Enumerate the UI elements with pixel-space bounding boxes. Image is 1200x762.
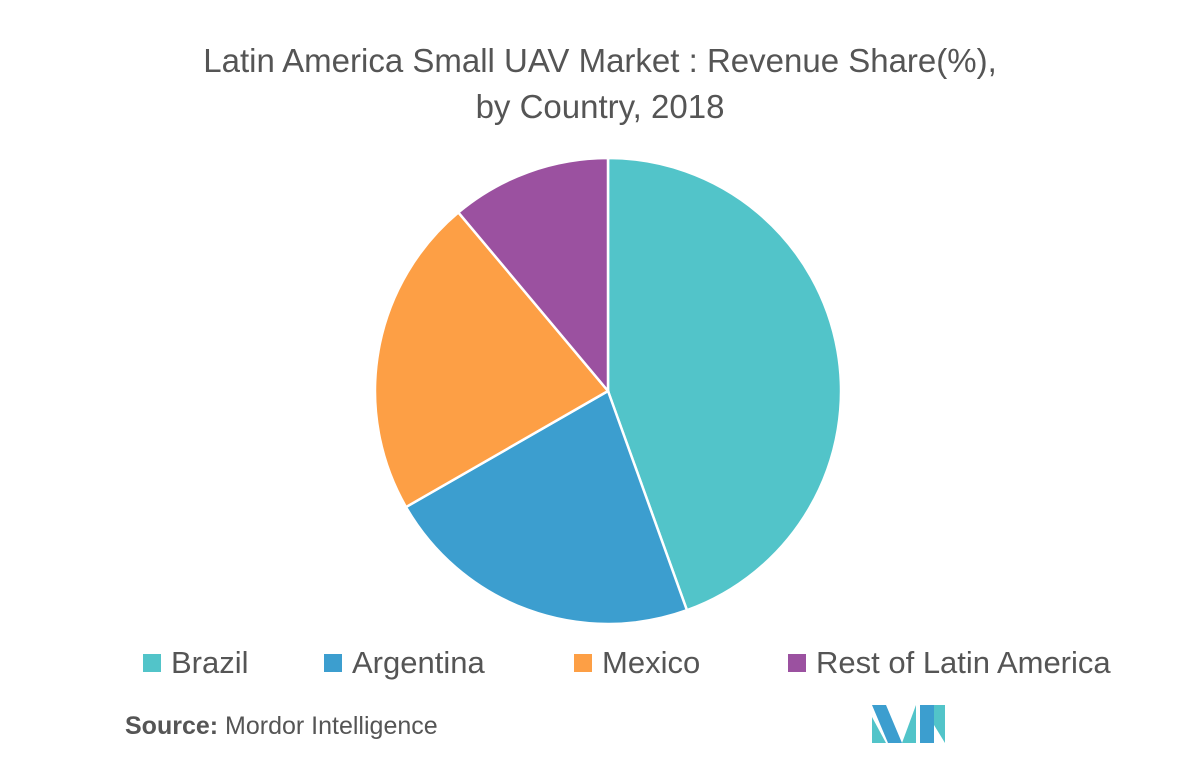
legend-item-argentina: Argentina	[324, 645, 485, 681]
legend-item-mexico: Mexico	[574, 645, 700, 681]
legend-item-rest-of-latin-america: Rest of Latin America	[788, 645, 1111, 681]
source-text: Mordor Intelligence	[225, 712, 438, 740]
legend-swatch	[788, 654, 806, 672]
legend-label: Mexico	[602, 645, 701, 680]
pie-chart	[373, 156, 843, 626]
legend-label: Brazil	[171, 645, 249, 680]
pie-slice-brazil	[606, 156, 843, 612]
legend-item-brazil: Brazil	[143, 645, 249, 681]
source-label: Source:	[125, 712, 219, 740]
legend: Brazil Argentina Mexico Rest of Latin Am…	[0, 645, 1200, 685]
legend-swatch	[574, 654, 592, 672]
legend-swatch	[143, 654, 161, 672]
pie-slice-mexico	[373, 210, 610, 509]
legend-label: Rest of Latin America	[816, 645, 1111, 680]
pie-slice-rest-of-latin-america	[456, 156, 610, 395]
legend-label: Argentina	[352, 645, 485, 680]
chart-title-line2: by Country, 2018	[475, 88, 725, 125]
legend-swatch	[324, 654, 342, 672]
pie-slice-argentina	[404, 389, 689, 626]
mordor-logo	[872, 705, 945, 743]
source-note: Source: Mordor Intelligence	[125, 712, 438, 741]
chart-title-line1: Latin America Small UAV Market : Revenue…	[203, 42, 997, 79]
